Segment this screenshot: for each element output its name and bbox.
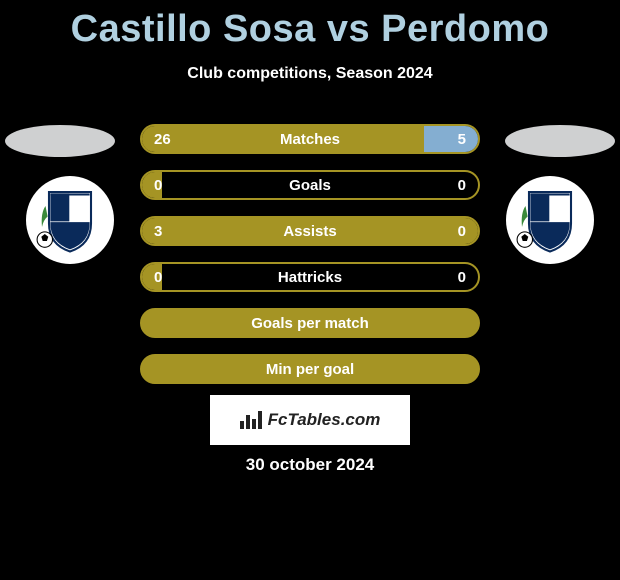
stat-row-matches: 26 5 Matches [140, 124, 480, 154]
shield-icon [515, 185, 585, 255]
team-crest-left [26, 176, 114, 264]
stat-row-goals: 0 0 Goals [140, 170, 480, 200]
stat-row-hattricks: 0 0 Hattricks [140, 262, 480, 292]
team-crest-right [506, 176, 594, 264]
page-subtitle: Club competitions, Season 2024 [0, 65, 620, 83]
stat-label: Matches [142, 126, 478, 152]
bar-chart-icon [240, 411, 262, 429]
stat-row-mpg: Min per goal [140, 354, 480, 384]
page-title: Castillo Sosa vs Perdomo [0, 0, 620, 51]
shield-icon [35, 185, 105, 255]
stat-label: Hattricks [142, 264, 478, 290]
stat-label: Assists [142, 218, 478, 244]
player-right-oval [505, 125, 615, 157]
stat-row-gpm: Goals per match [140, 308, 480, 338]
stats-container: 26 5 Matches 0 0 Goals 3 0 Assists 0 0 H… [140, 124, 480, 400]
stat-label: Goals [142, 172, 478, 198]
watermark: FcTables.com [210, 395, 410, 445]
player-left-oval [5, 125, 115, 157]
watermark-text: FcTables.com [268, 410, 381, 430]
stat-row-assists: 3 0 Assists [140, 216, 480, 246]
date-label: 30 october 2024 [0, 455, 620, 475]
